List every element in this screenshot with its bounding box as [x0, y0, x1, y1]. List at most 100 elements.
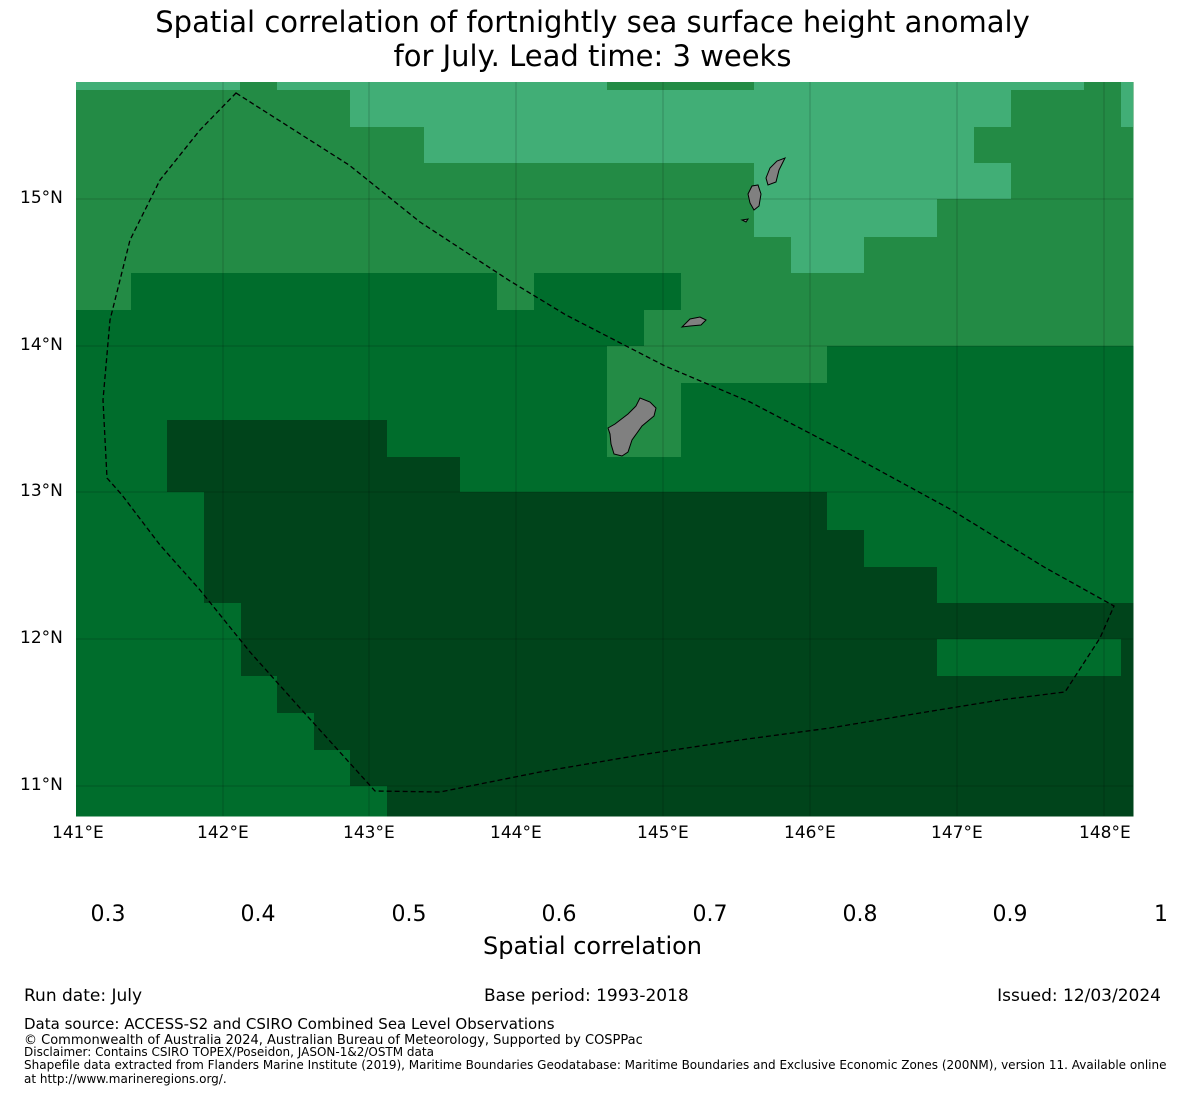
grid-cell — [827, 383, 865, 421]
grid-cell — [241, 199, 278, 238]
grid-cell — [571, 713, 608, 751]
grid-cell — [1011, 713, 1048, 751]
grid-cell — [350, 603, 388, 640]
grid-cell — [1011, 199, 1048, 238]
grid-cell — [241, 530, 278, 568]
grid-cell — [827, 750, 865, 787]
grid-cell — [131, 310, 168, 347]
grid-patch — [76, 82, 240, 90]
grid-cell — [534, 676, 572, 714]
grid-cell — [167, 713, 205, 751]
grid-cell — [277, 713, 315, 751]
grid-cell — [937, 750, 975, 787]
grid-cell — [241, 273, 278, 311]
grid-cell — [901, 530, 938, 568]
grid-cell — [314, 420, 351, 458]
grid-cell — [497, 457, 535, 493]
grid-cell — [497, 786, 535, 817]
grid-cell — [76, 199, 95, 238]
grid-cell — [717, 676, 755, 714]
grid-cell — [241, 603, 278, 640]
grid-cell — [204, 163, 242, 200]
grid-cell — [1011, 492, 1048, 531]
grid-cell — [571, 492, 608, 531]
grid-cell — [424, 567, 461, 604]
grid-cell — [277, 346, 315, 384]
grid-cell — [76, 603, 95, 640]
grid-cell — [94, 603, 132, 640]
grid-cell — [1084, 420, 1122, 458]
colorbar-label: Spatial correlation — [482, 932, 703, 960]
grid-cell — [460, 530, 498, 568]
grid-cell — [497, 750, 535, 787]
grid-cell — [864, 457, 902, 493]
grid-cell — [76, 237, 95, 274]
grid-cell — [937, 346, 975, 384]
grid-cell — [277, 567, 315, 604]
grid-cell — [754, 567, 792, 604]
grid-cell — [76, 492, 95, 531]
grid-cell — [534, 786, 572, 817]
grid-cell — [1011, 786, 1048, 817]
grid-cell — [827, 603, 865, 640]
grid-cell — [571, 457, 608, 493]
grid-cell — [974, 567, 1012, 604]
grid-cell — [241, 713, 278, 751]
grid-cell — [314, 383, 351, 421]
grid-cell — [76, 457, 95, 493]
grid-cell — [571, 567, 608, 604]
grid-cell — [497, 603, 535, 640]
grid-cell — [204, 713, 242, 751]
grid-cell — [754, 750, 792, 787]
grid-cell — [974, 713, 1012, 751]
grid-cell — [241, 492, 278, 531]
grid-cell — [864, 530, 902, 568]
grid-cell — [387, 786, 425, 817]
grid-cell — [1121, 530, 1134, 568]
grid-cell — [974, 310, 1012, 347]
grid-cell — [1084, 786, 1122, 817]
grid-cell — [167, 567, 205, 604]
grid-cell — [76, 383, 95, 421]
grid-cell — [937, 492, 975, 531]
grid-cell — [534, 237, 572, 274]
grid-cell — [76, 750, 95, 787]
grid-cell — [901, 676, 938, 714]
grid-cell — [167, 310, 205, 347]
grid-cell — [534, 163, 572, 200]
grid-cell — [94, 127, 132, 164]
grid-cell — [1121, 273, 1134, 311]
shapefile-note-1: Shapefile data extracted from Flanders M… — [24, 1058, 1167, 1072]
grid-cell — [1121, 713, 1134, 751]
grid-cell — [827, 420, 865, 458]
grid-cell — [791, 492, 828, 531]
grid-cell — [717, 603, 755, 640]
grid-cell — [571, 603, 608, 640]
grid-cell — [864, 237, 902, 274]
grid-cell — [241, 639, 278, 677]
grid-cell — [681, 237, 718, 274]
grid-cell — [167, 237, 205, 274]
grid-cell — [754, 676, 792, 714]
grid-patch — [681, 346, 827, 383]
grid-cell — [131, 127, 168, 164]
grid-cell — [350, 639, 388, 677]
grid-cell — [131, 676, 168, 714]
grid-cell — [76, 127, 95, 164]
grid-cell — [497, 383, 535, 421]
grid-cell — [204, 346, 242, 384]
grid-cell — [937, 199, 975, 238]
grid-cell — [460, 567, 498, 604]
grid-cell — [1011, 163, 1048, 200]
grid-cell — [277, 383, 315, 421]
grid-cell — [717, 420, 755, 458]
grid-cell — [460, 750, 498, 787]
grid-cell — [1011, 273, 1048, 311]
grid-cell — [717, 786, 755, 817]
grid-cell — [791, 420, 828, 458]
grid-cell — [534, 273, 572, 311]
grid-cell — [167, 199, 205, 238]
grid-patch — [571, 310, 607, 346]
grid-patch — [754, 199, 937, 237]
lat-label-15n: 15°N — [20, 188, 63, 208]
